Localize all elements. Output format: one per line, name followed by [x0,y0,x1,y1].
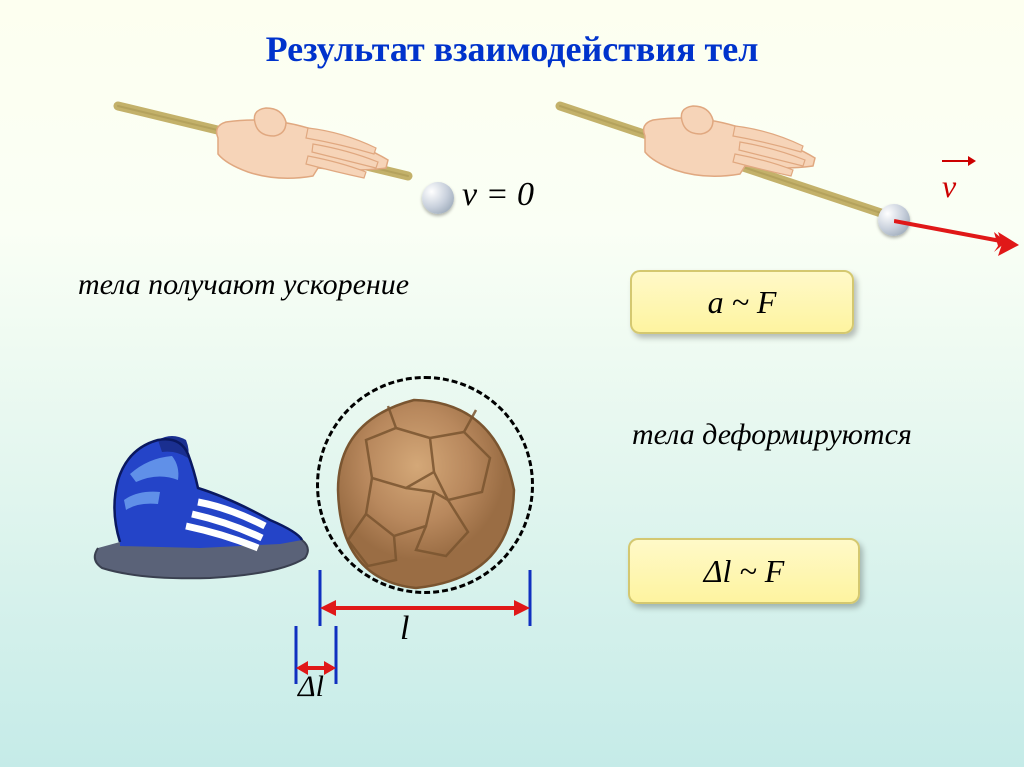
hand-cue-rest [108,98,438,218]
shoe-icon [80,410,320,590]
formula-acceleration: a ~ F [630,270,854,334]
deformed-ball [296,380,526,600]
hand-cue-strike [550,98,910,238]
caption-deformation: тела деформируются [632,418,912,452]
formula-deformation: Δl ~ F [628,538,860,604]
velocity-label: v [942,168,956,205]
caption-acceleration: тела получают ускорение [78,268,409,302]
dimension-l [290,570,550,690]
page-title: Результат взаимодействия тел [0,28,1024,70]
velocity-zero-label: v = 0 [462,176,534,214]
ball-rest [422,182,454,214]
velocity-vector [894,218,1024,258]
delta-l-label: Δl [298,670,324,704]
v-overarrow [942,160,970,162]
l-label: l [400,610,409,648]
